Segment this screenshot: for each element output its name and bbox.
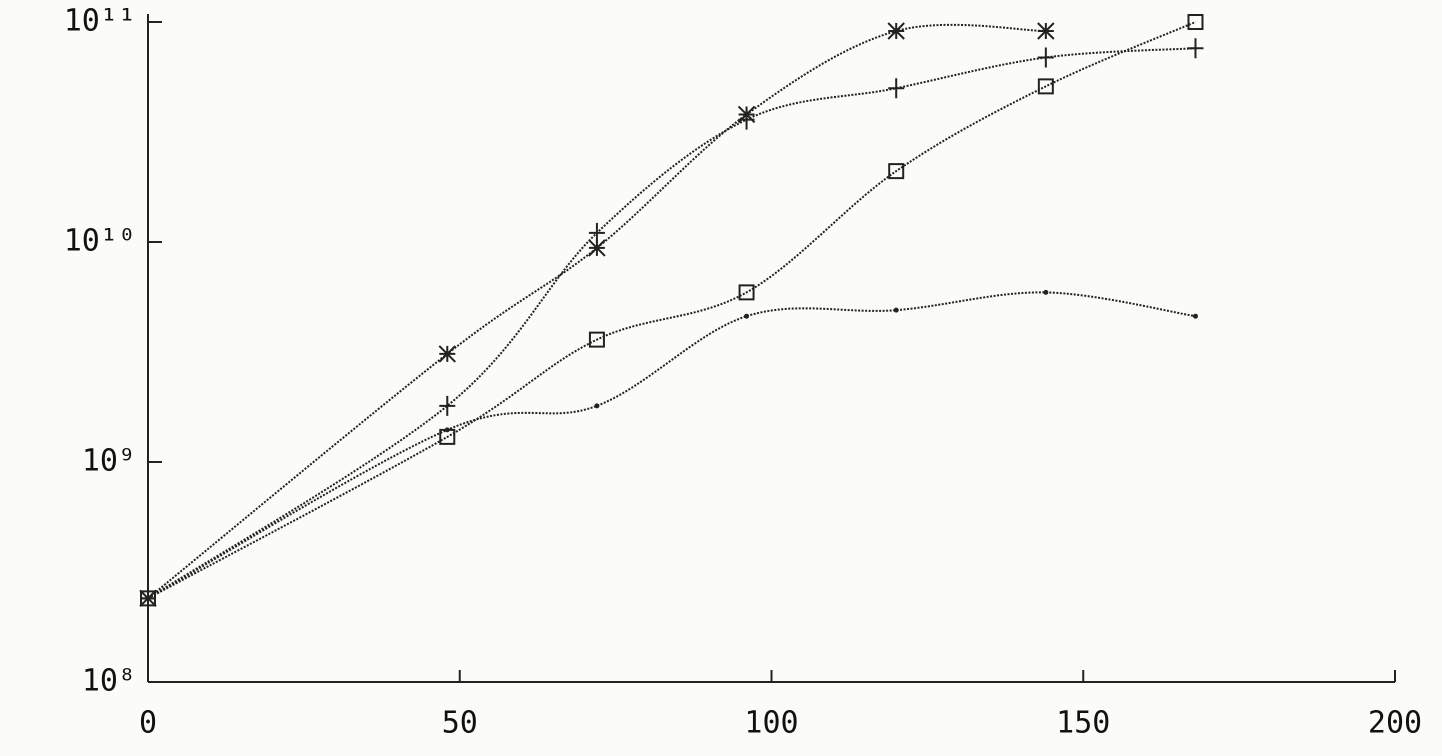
x-tick-label: 200	[1368, 706, 1422, 741]
fit-curve	[148, 22, 1195, 598]
y-tick-label: 10⁹	[82, 444, 136, 479]
y-tick-label: 10¹⁰	[64, 224, 136, 259]
y-tick-label: 10¹¹	[64, 4, 136, 39]
marker	[1038, 23, 1054, 39]
x-tick-label: 0	[139, 706, 157, 741]
page: {"chart_data": {"type": "scatter", "log_…	[0, 0, 1442, 756]
x-tick-label: 150	[1056, 706, 1110, 741]
fit-curve	[148, 48, 1195, 598]
y-tick-label: 10⁸	[82, 664, 136, 699]
marker	[888, 78, 904, 98]
fit-curve	[148, 25, 1046, 599]
x-tick-label: 50	[442, 706, 478, 741]
x-tick-label: 100	[744, 706, 798, 741]
fit-curve	[148, 292, 1195, 598]
chart: 10⁸ 10⁹ 10¹⁰ 10¹¹ 0 50 100 150 200	[0, 0, 1442, 756]
marker	[439, 396, 455, 416]
